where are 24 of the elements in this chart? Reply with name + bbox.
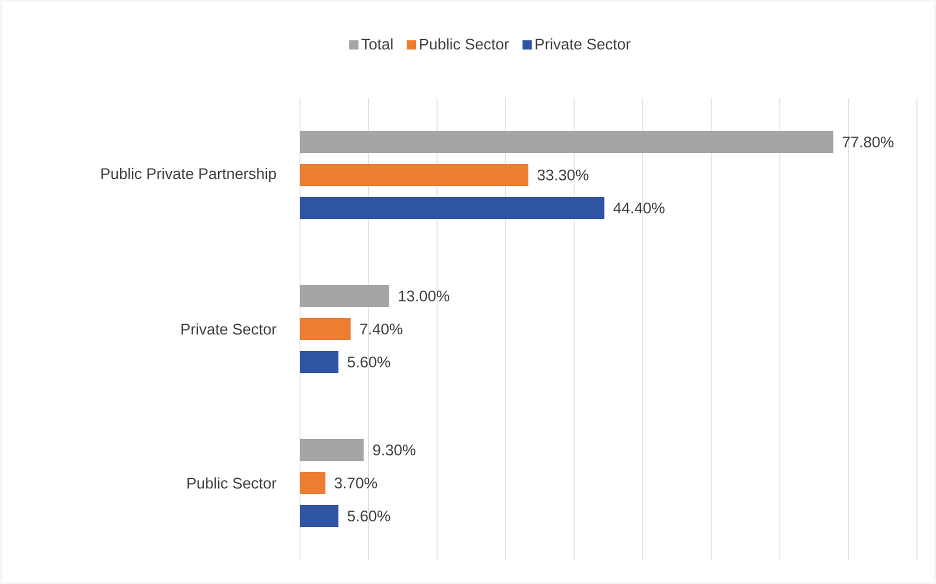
data-label: 77.80% bbox=[842, 136, 894, 148]
bar bbox=[300, 164, 528, 186]
bar bbox=[300, 504, 338, 527]
bar bbox=[300, 130, 834, 153]
data-label: 3.70% bbox=[334, 478, 377, 488]
data-label: 33.30% bbox=[538, 170, 588, 180]
data-label: 44.40% bbox=[613, 202, 664, 214]
y-tick-label: Public Sector bbox=[188, 477, 276, 489]
bar bbox=[300, 318, 351, 340]
data-label: 13.00% bbox=[398, 290, 450, 302]
y-tick-label: Private Sector bbox=[182, 323, 276, 335]
legend-label: Private Sector bbox=[536, 38, 631, 50]
data-label: 7.40% bbox=[360, 324, 402, 334]
bar bbox=[300, 472, 326, 494]
legend-label: Total bbox=[361, 38, 392, 50]
data-label: 5.60% bbox=[348, 510, 390, 522]
y-tick-label: Public Private Partnership bbox=[101, 168, 276, 182]
bar bbox=[300, 284, 390, 307]
data-label: 5.60% bbox=[348, 356, 390, 368]
bar bbox=[300, 438, 364, 461]
data-label: 9.30% bbox=[373, 444, 416, 456]
bar bbox=[300, 196, 604, 219]
bar bbox=[300, 350, 338, 373]
legend-label: Public Sector bbox=[420, 38, 509, 50]
